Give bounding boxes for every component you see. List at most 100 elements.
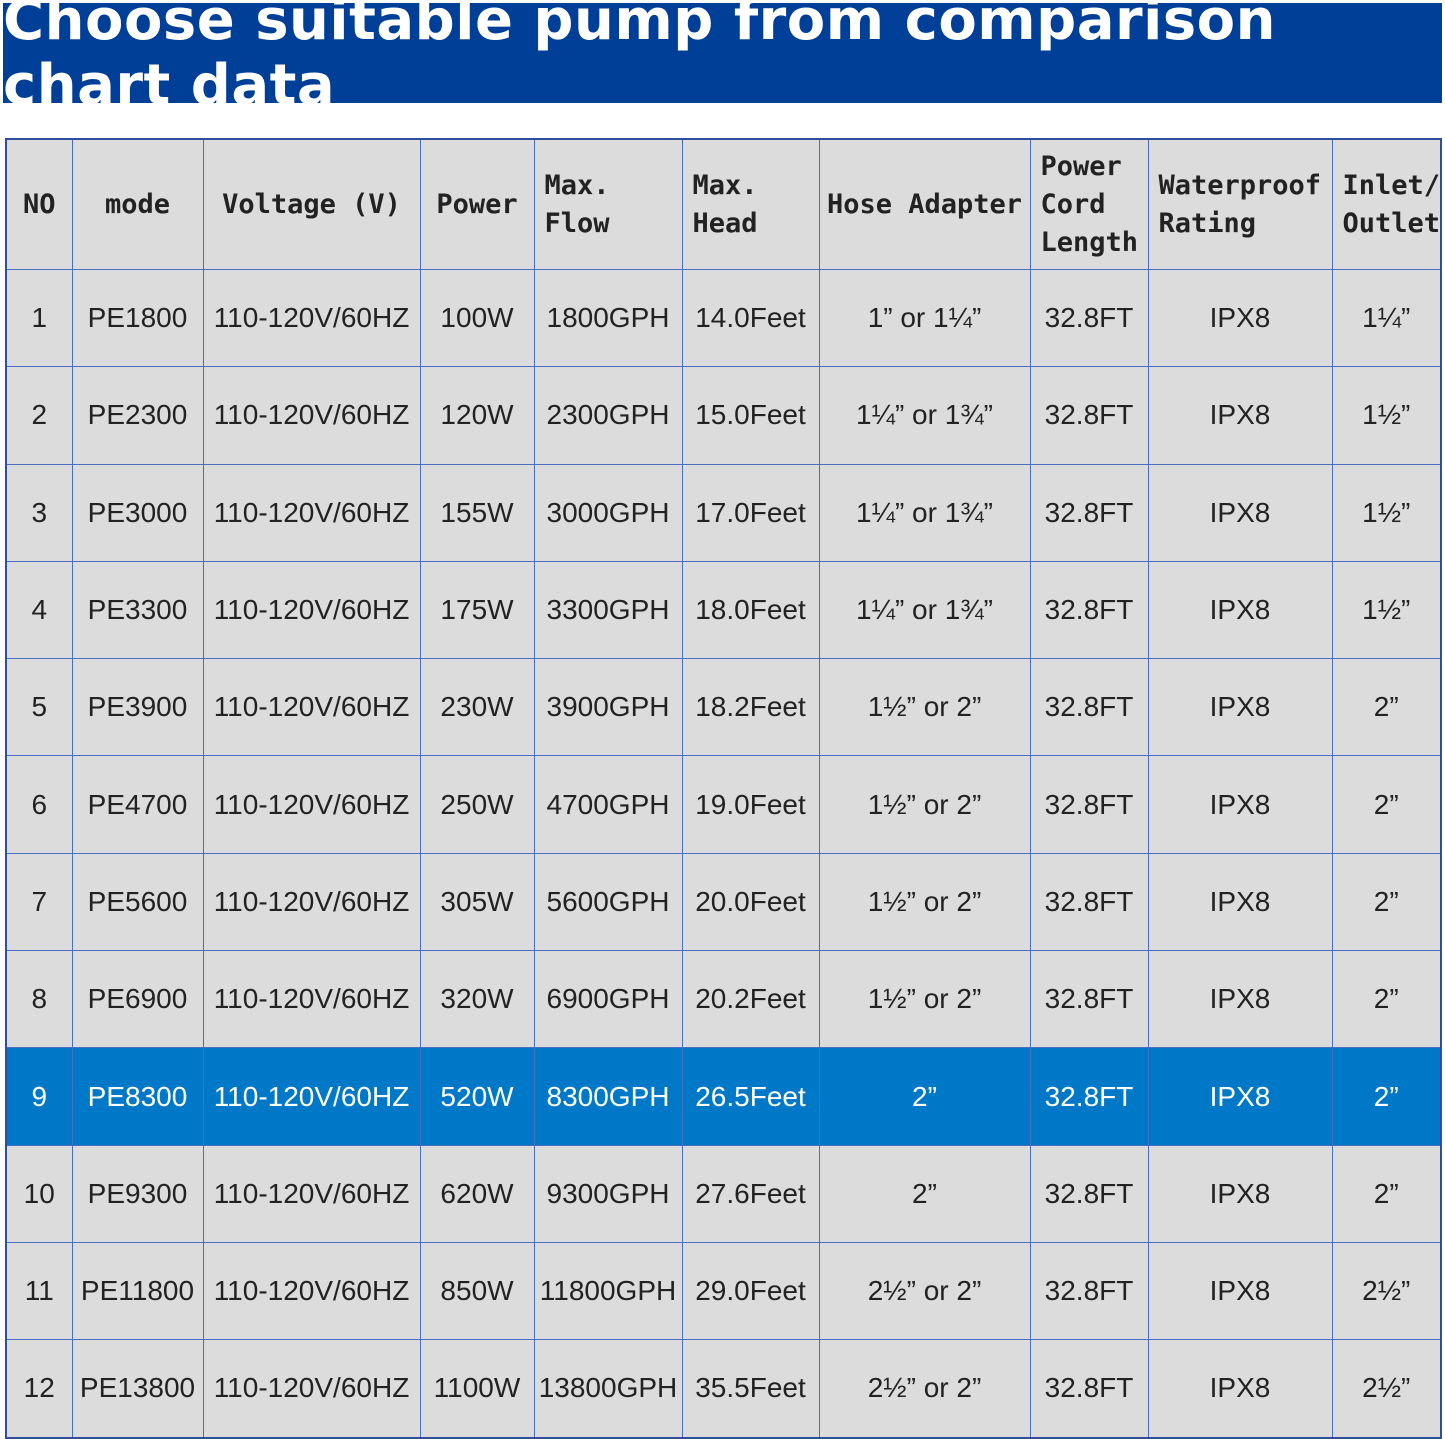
table-cell: 1½”	[1331, 463, 1442, 562]
column-header: Max. Flow	[533, 138, 683, 270]
table-cell: 6	[5, 755, 73, 854]
table-row: 1 PE1800 110-120V/60HZ 100W 1800GPH 14.0Feet 1…	[5, 268, 1442, 368]
table-cell: 3000GPH	[533, 463, 683, 562]
table-row: 3 PE3000 110-120V/60HZ 155W 3000GPH 17.0Feet 1…	[5, 463, 1442, 562]
table-cell: PE1800	[71, 268, 204, 368]
column-header: Max. Head	[681, 138, 820, 270]
table-cell: 35.5Feet	[681, 1339, 820, 1439]
table-cell: 3900GPH	[533, 658, 683, 757]
title-bar: Choose suitable pump from comparison cha…	[3, 0, 1442, 118]
table-cell: 1½” or 2”	[818, 658, 1031, 757]
table-cell: IPX8	[1147, 852, 1333, 952]
table-cell: 1” or 1¼”	[818, 268, 1031, 368]
table-cell: 9300GPH	[533, 1144, 683, 1243]
table-cell: 230W	[419, 658, 535, 757]
table-row: 11 PE11800 110-120V/60HZ 850W 11800GPH 29.0Fe…	[5, 1241, 1442, 1341]
table-cell: 1¼” or 1¾”	[818, 463, 1031, 562]
table-cell: 12	[5, 1339, 73, 1439]
table-cell: 29.0Feet	[681, 1241, 820, 1341]
table-cell: 8300GPH	[533, 1047, 683, 1146]
table-cell: 305W	[419, 852, 535, 952]
table-cell: 20.0Feet	[681, 852, 820, 952]
table-cell: 2”	[1331, 1144, 1442, 1243]
table-row: 12 PE13800 110-120V/60HZ 1100W 13800GPH 35.5F…	[5, 1339, 1442, 1439]
table-cell: PE6900	[71, 950, 204, 1049]
table-cell: 32.8FT	[1029, 852, 1149, 952]
table-cell: 6900GPH	[533, 950, 683, 1049]
table-cell: 175W	[419, 560, 535, 660]
comparison-table: NO mode Voltage (V) Power Max. Flow Max. Head…	[5, 138, 1442, 1439]
table-row: 6 PE4700 110-120V/60HZ 250W 4700GPH 19.0Feet 1…	[5, 755, 1442, 854]
table-cell: 1800GPH	[533, 268, 683, 368]
table-cell: 32.8FT	[1029, 755, 1149, 854]
table-cell: IPX8	[1147, 1241, 1333, 1341]
table-cell: 620W	[419, 1144, 535, 1243]
table-row: 7 PE5600 110-120V/60HZ 305W 5600GPH 20.0Feet 1…	[5, 852, 1442, 952]
table-cell: 110-120V/60HZ	[202, 852, 421, 952]
table-cell: 11800GPH	[533, 1241, 683, 1341]
table-row: 10 PE9300 110-120V/60HZ 620W 9300GPH 27.6Feet…	[5, 1144, 1442, 1243]
table-cell: PE9300	[71, 1144, 204, 1243]
table-cell: 2”	[1331, 658, 1442, 757]
table-cell: 26.5Feet	[681, 1047, 820, 1146]
table-cell: IPX8	[1147, 366, 1333, 465]
table-cell: 2”	[1331, 755, 1442, 854]
table-row: 9 PE8300 110-120V/60HZ 520W 8300GPH 26.5Feet 2…	[5, 1047, 1442, 1146]
table-cell: 2½” or 2”	[818, 1241, 1031, 1341]
table-cell: 110-120V/60HZ	[202, 1144, 421, 1243]
table-body: 1 PE1800 110-120V/60HZ 100W 1800GPH 14.0Feet 1…	[5, 268, 1442, 1439]
column-header: mode	[71, 138, 204, 270]
table-cell: PE13800	[71, 1339, 204, 1439]
table-cell: 2	[5, 366, 73, 465]
table-cell: 1¼” or 1¾”	[818, 560, 1031, 660]
table-cell: 3300GPH	[533, 560, 683, 660]
table-cell: PE5600	[71, 852, 204, 952]
table-cell: 2”	[818, 1047, 1031, 1146]
table-cell: 2”	[818, 1144, 1031, 1243]
table-cell: 520W	[419, 1047, 535, 1146]
table-cell: 32.8FT	[1029, 658, 1149, 757]
table-cell: 27.6Feet	[681, 1144, 820, 1243]
table-cell: PE3300	[71, 560, 204, 660]
column-header: Waterproof Rating	[1147, 138, 1333, 270]
table-cell: 32.8FT	[1029, 268, 1149, 368]
table-row: 5 PE3900 110-120V/60HZ 230W 3900GPH 18.2Feet 1…	[5, 658, 1442, 757]
table-cell: 32.8FT	[1029, 1047, 1149, 1146]
table-cell: 4700GPH	[533, 755, 683, 854]
table-cell: PE8300	[71, 1047, 204, 1146]
header-row: NO mode Voltage (V) Power Max. Flow Max. Head…	[5, 138, 1442, 270]
table-cell: 850W	[419, 1241, 535, 1341]
table-row: 4 PE3300 110-120V/60HZ 175W 3300GPH 18.0Feet 1…	[5, 560, 1442, 660]
column-header: Hose Adapter	[818, 138, 1031, 270]
table-cell: 110-120V/60HZ	[202, 658, 421, 757]
column-header: Voltage (V)	[202, 138, 421, 270]
table-cell: 17.0Feet	[681, 463, 820, 562]
column-header: Power Cord Length	[1029, 138, 1149, 270]
table-cell: 1½” or 2”	[818, 950, 1031, 1049]
table-cell: 110-120V/60HZ	[202, 950, 421, 1049]
table-cell: 110-120V/60HZ	[202, 1339, 421, 1439]
table-cell: PE3000	[71, 463, 204, 562]
table-cell: IPX8	[1147, 755, 1333, 854]
table-cell: IPX8	[1147, 1047, 1333, 1146]
table-cell: 32.8FT	[1029, 1144, 1149, 1243]
table-cell: 2”	[1331, 950, 1442, 1049]
table-cell: 13800GPH	[533, 1339, 683, 1439]
table-cell: 3	[5, 463, 73, 562]
table-cell: 110-120V/60HZ	[202, 1241, 421, 1341]
table-cell: 100W	[419, 268, 535, 368]
table-cell: IPX8	[1147, 463, 1333, 562]
table-cell: 20.2Feet	[681, 950, 820, 1049]
table-cell: 155W	[419, 463, 535, 562]
table-cell: 15.0Feet	[681, 366, 820, 465]
table-cell: 1¼” or 1¾”	[818, 366, 1031, 465]
table-cell: 2½”	[1331, 1339, 1442, 1439]
table-cell: 5600GPH	[533, 852, 683, 952]
table-cell: 250W	[419, 755, 535, 854]
table-cell: IPX8	[1147, 950, 1333, 1049]
table-cell: 7	[5, 852, 73, 952]
table-cell: 2”	[1331, 1047, 1442, 1146]
table-cell: 32.8FT	[1029, 560, 1149, 660]
table-cell: 11	[5, 1241, 73, 1341]
